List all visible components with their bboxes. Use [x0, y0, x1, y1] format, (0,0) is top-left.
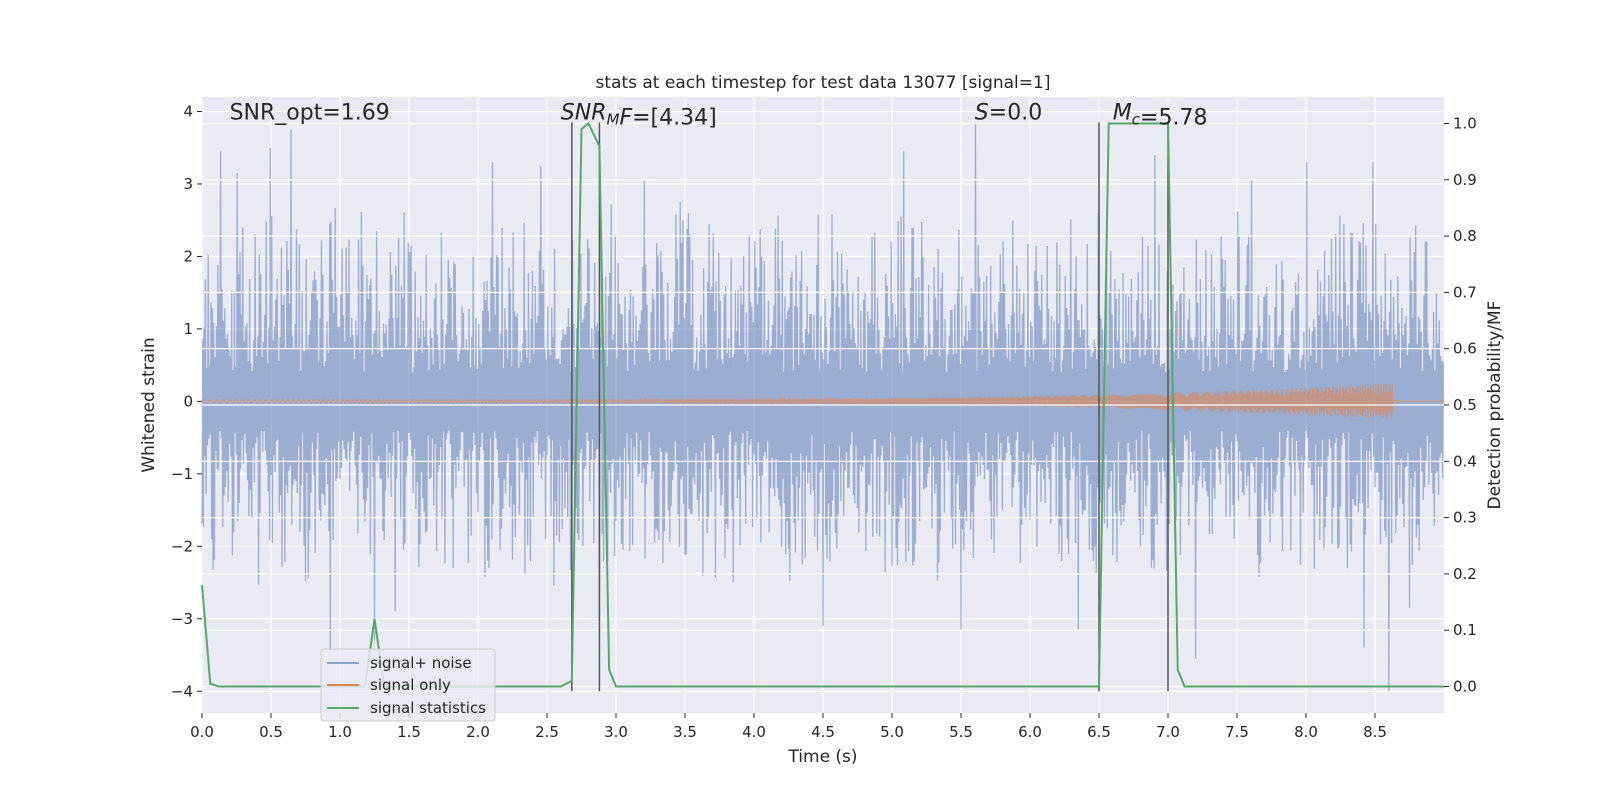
- annotation-part: =0.0: [989, 100, 1042, 125]
- annotation-part: SNR_opt=1.69: [230, 100, 390, 125]
- y-tick-label: 3: [183, 175, 193, 193]
- y-ticks: 4 3 2 1 0 −1 −2 −3 −4: [171, 102, 202, 700]
- y2-tick-label: 0.4: [1453, 452, 1477, 470]
- annotation-part: =[4.34]: [632, 105, 717, 130]
- y2-tick-label: 0.0: [1453, 678, 1477, 696]
- y2-tick-label: 0.7: [1453, 283, 1477, 301]
- annotation-part: S: [975, 100, 989, 125]
- x-tick-label: 5.0: [880, 723, 904, 741]
- x-axis-label: Time (s): [787, 747, 857, 767]
- annotation-part: =5.78: [1140, 105, 1207, 130]
- y2-axis-label: Detection probability/MF: [1485, 301, 1505, 510]
- y2-tick-label: 0.9: [1453, 171, 1477, 189]
- annotations: SNR_opt=1.69 SNRMF=[4.34] S=0.0 Mc=5.78: [230, 100, 1208, 130]
- signal-statistics-line: [201, 121, 1444, 688]
- annotation-part: F: [619, 105, 632, 130]
- x-tick-label: 2.5: [535, 723, 559, 741]
- x-tick-label: 7.0: [1156, 723, 1180, 741]
- y-tick-label: 2: [183, 247, 193, 265]
- x-tick-label: 7.5: [1225, 723, 1249, 741]
- y2-tick-label: 0.2: [1453, 565, 1477, 583]
- annotation-label: SNRMF=[4.34]: [561, 100, 717, 130]
- y-tick-label: 4: [183, 102, 193, 120]
- x-tick-label: 3.0: [604, 723, 628, 741]
- y-tick-label: −4: [171, 682, 193, 700]
- x-tick-label: 2.0: [466, 723, 490, 741]
- annotation-label: S=0.0: [975, 100, 1042, 125]
- x-tick-label: 0.0: [190, 723, 214, 741]
- x-tick-label: 8.5: [1363, 723, 1387, 741]
- x-tick-label: 0.5: [259, 723, 283, 741]
- y-tick-label: 1: [183, 320, 193, 338]
- y-tick-label: −3: [171, 610, 193, 628]
- y2-tick-label: 0.5: [1453, 396, 1477, 414]
- x-tick-label: 4.0: [742, 723, 766, 741]
- y2-tick-label: 0.1: [1453, 621, 1477, 639]
- x-tick-label: 4.5: [811, 723, 835, 741]
- signal-only-series: [201, 383, 1444, 419]
- x-tick-label: 1.0: [328, 723, 352, 741]
- x-tick-label: 1.5: [397, 723, 421, 741]
- annotation-label: SNR_opt=1.69: [230, 100, 390, 125]
- legend-label-signal-only: signal only: [370, 676, 451, 694]
- signal-only-line: [201, 383, 1444, 419]
- annotation-label: Mc=5.78: [1113, 100, 1208, 130]
- annotation-part: c: [1132, 110, 1141, 128]
- x-tick-label: 3.5: [673, 723, 697, 741]
- x-tick-label: 6.0: [1018, 723, 1042, 741]
- y2-tick-label: 0.6: [1453, 340, 1477, 358]
- right-axis-grid: [202, 122, 1444, 688]
- y2-tick-label: 1.0: [1453, 114, 1477, 132]
- legend-label-signal-statistics: signal statistics: [370, 699, 486, 717]
- y2-ticks: 1.0 0.9 0.8 0.7 0.6 0.5 0.4 0.3 0.2 0.1 0.0: [1444, 114, 1477, 696]
- y2-tick-label: 0.8: [1453, 227, 1477, 245]
- y-tick-label: −1: [171, 465, 193, 483]
- legend-label-signal-noise: signal+ noise: [370, 654, 472, 672]
- x-tick-label: 8.0: [1294, 723, 1318, 741]
- y-tick-label: −2: [171, 537, 193, 555]
- x-tick-label: 6.5: [1087, 723, 1111, 741]
- x-ticks: 0.0 0.5 1.0 1.5 2.0 2.5 3.0 3.5 4.0 4.5 5.0 5.5 6.0 6…: [190, 713, 1387, 741]
- chart-title: stats at each timestep for test data 130…: [596, 73, 1051, 93]
- y-axis-label: Whitened strain: [139, 337, 159, 472]
- y-tick-label: 0: [183, 392, 193, 410]
- x-tick-label: 5.5: [949, 723, 973, 741]
- annotation-part: M: [607, 110, 620, 128]
- annotation-part: SNR: [561, 100, 607, 125]
- vertical-lines: [571, 122, 1169, 692]
- legend-box: [320, 648, 496, 722]
- y2-tick-label: 0.3: [1453, 509, 1477, 527]
- annotation-part: M: [1113, 100, 1132, 125]
- legend: signal+ noise signal only signal statist…: [320, 648, 496, 722]
